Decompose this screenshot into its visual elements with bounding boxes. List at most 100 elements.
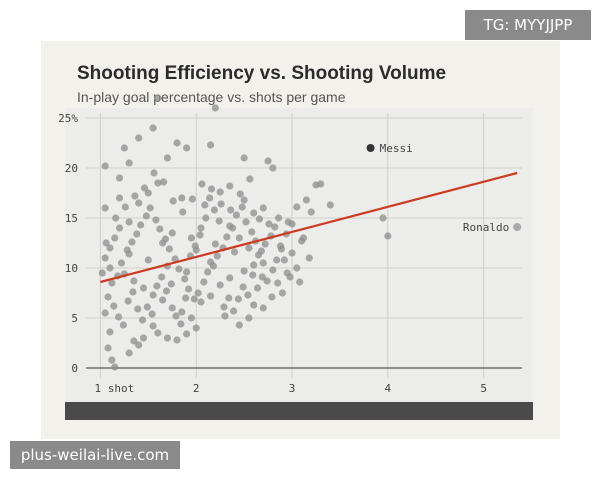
data-point xyxy=(249,271,257,279)
data-point xyxy=(142,212,150,220)
plot-area xyxy=(65,108,533,408)
data-point xyxy=(117,259,126,267)
data-point xyxy=(125,218,133,226)
data-point xyxy=(173,336,181,344)
data-point xyxy=(206,292,215,300)
data-point xyxy=(101,309,109,317)
data-point xyxy=(299,234,308,242)
data-point xyxy=(196,231,204,239)
data-point xyxy=(128,238,136,246)
data-point xyxy=(163,154,172,162)
data-point xyxy=(119,321,127,329)
x-tick-label: 1 shot xyxy=(94,382,134,395)
data-point xyxy=(183,144,191,152)
data-point xyxy=(178,194,186,202)
highlight-label-ronaldo: Ronaldo xyxy=(463,221,509,234)
data-point xyxy=(244,291,252,299)
data-point xyxy=(255,215,264,223)
data-point xyxy=(101,204,109,212)
data-point xyxy=(278,289,287,297)
data-point xyxy=(235,234,243,242)
data-point xyxy=(169,197,177,205)
data-point xyxy=(182,294,190,302)
highlight-point-ronaldo xyxy=(513,223,522,231)
data-point xyxy=(261,240,269,248)
data-point xyxy=(188,195,196,203)
data-point xyxy=(181,275,189,283)
data-point xyxy=(165,245,173,253)
data-point xyxy=(158,273,166,281)
data-point xyxy=(273,256,281,264)
data-point xyxy=(130,337,138,345)
watermark-telegram: TG: MYYJJPP xyxy=(465,10,591,40)
data-point xyxy=(112,214,120,222)
data-point xyxy=(111,363,119,371)
data-point xyxy=(154,179,162,187)
data-point xyxy=(177,320,185,328)
data-point xyxy=(138,316,147,324)
data-point xyxy=(154,94,162,102)
data-point xyxy=(239,283,247,291)
data-point xyxy=(246,175,254,183)
data-point xyxy=(229,307,238,315)
data-point xyxy=(129,288,137,296)
data-point xyxy=(115,224,124,232)
data-point xyxy=(245,314,253,322)
data-point xyxy=(106,244,114,252)
data-point xyxy=(229,224,237,232)
data-point xyxy=(121,203,129,211)
data-point xyxy=(125,349,133,357)
bottom-band xyxy=(65,402,533,420)
watermark-site: plus-weilai-live.com xyxy=(10,441,180,469)
data-point xyxy=(235,321,243,329)
data-point xyxy=(216,281,224,289)
data-point xyxy=(135,199,143,207)
data-point xyxy=(317,180,325,188)
data-point xyxy=(275,214,283,222)
data-point xyxy=(104,344,112,352)
trend-line xyxy=(100,171,518,284)
data-point xyxy=(207,185,216,193)
data-point xyxy=(210,206,219,214)
data-point xyxy=(139,334,148,342)
data-point xyxy=(184,285,193,293)
data-point xyxy=(163,334,172,342)
data-point xyxy=(302,196,310,204)
data-point xyxy=(133,230,141,238)
data-point xyxy=(226,274,234,282)
data-point xyxy=(154,329,162,337)
data-point xyxy=(242,218,250,226)
data-point xyxy=(293,203,301,211)
data-point xyxy=(171,255,179,263)
data-point xyxy=(253,284,262,292)
data-point xyxy=(226,182,234,190)
data-point xyxy=(123,246,131,254)
data-point xyxy=(194,289,202,297)
data-point xyxy=(149,291,157,299)
data-point xyxy=(125,159,133,167)
data-point xyxy=(307,208,315,216)
data-point xyxy=(144,256,152,264)
data-point xyxy=(160,178,168,186)
data-point xyxy=(230,248,239,256)
data-point xyxy=(259,259,267,267)
data-point xyxy=(305,254,313,262)
data-point xyxy=(201,201,209,209)
data-point xyxy=(168,229,176,237)
data-point xyxy=(168,304,176,312)
data-point xyxy=(215,217,223,225)
data-point xyxy=(284,218,292,226)
data-point xyxy=(227,206,235,214)
data-point xyxy=(152,216,160,224)
data-point xyxy=(198,180,206,188)
data-point xyxy=(187,234,196,242)
data-point xyxy=(250,261,258,269)
data-point xyxy=(102,239,110,247)
data-point xyxy=(257,247,265,255)
data-point xyxy=(106,328,114,336)
data-point xyxy=(130,277,138,285)
data-point xyxy=(274,279,282,287)
x-tick-label: 5 xyxy=(480,382,487,395)
data-point xyxy=(211,240,219,248)
